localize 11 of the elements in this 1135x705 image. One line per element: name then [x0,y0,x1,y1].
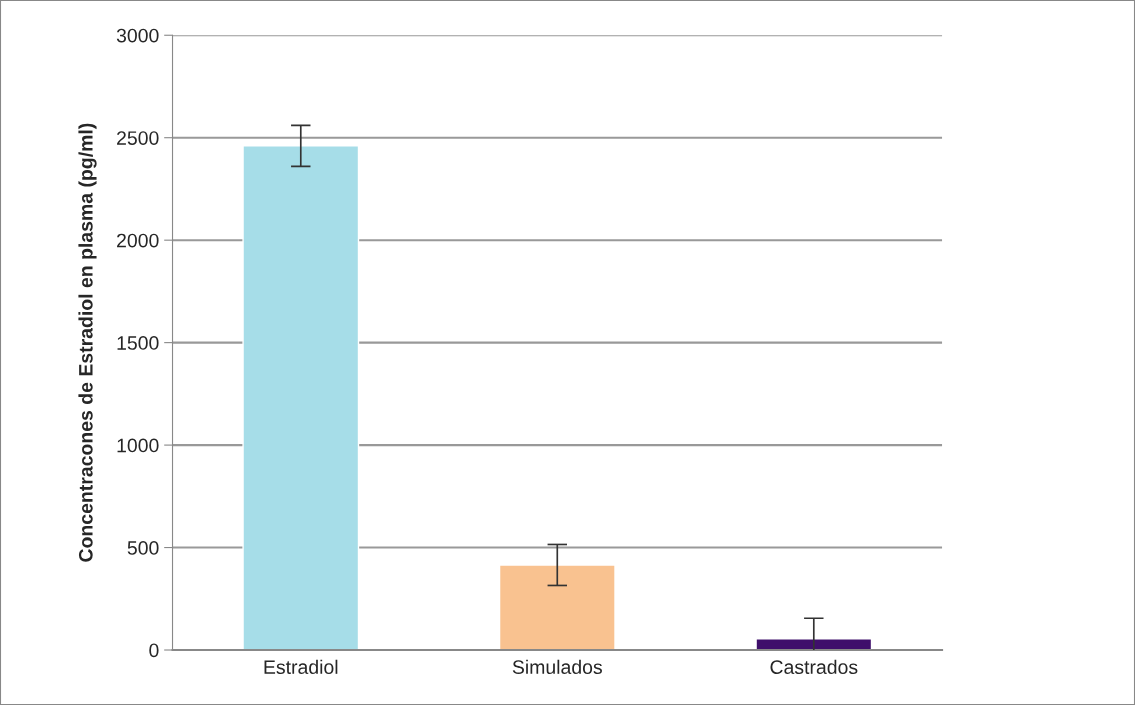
y-tick-label: 500 [127,541,159,555]
y-tick-label: 1500 [117,336,159,350]
x-tick-label: Estradiol [264,659,338,675]
y-tick-label: 1000 [117,438,159,453]
y-tick-label: 0 [149,643,159,658]
y-tick-label: 3000 [116,28,159,43]
y-axis-title: Concentracones de Estradiol en plasma (pg/ml) [78,123,97,562]
x-tick-label: Castrados [770,659,858,675]
x-tick-label: Simulados [512,659,602,675]
y-tick-label: 2500 [117,131,159,145]
y-tick-label: 2000 [117,233,159,248]
